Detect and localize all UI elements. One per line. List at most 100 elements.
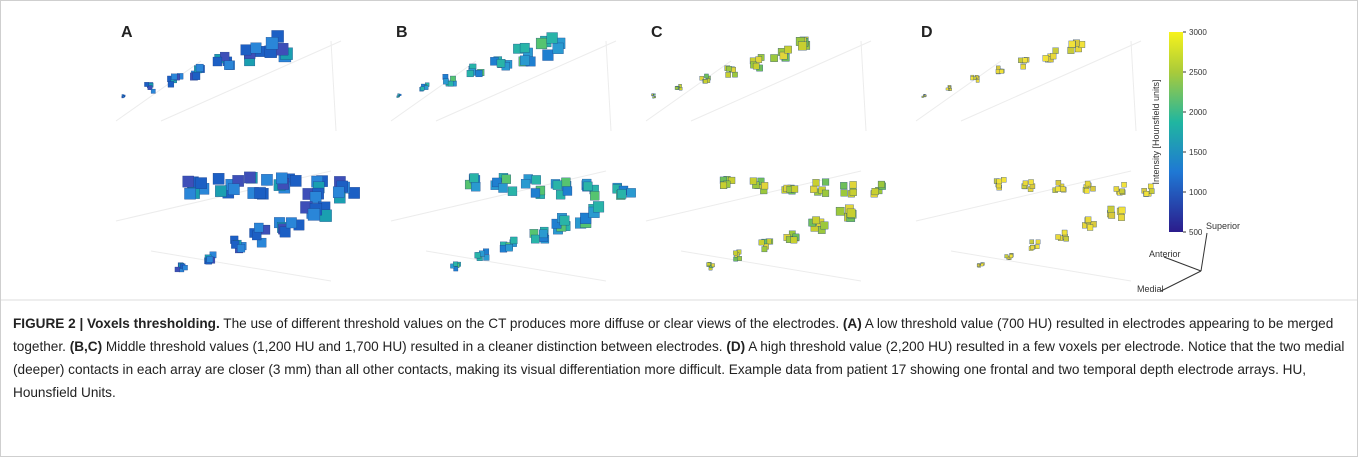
caption: FIGURE 2 | Voxels thresholding. The use … <box>13 312 1347 404</box>
voxel <box>593 201 604 212</box>
voxel <box>547 33 558 44</box>
voxel <box>1144 191 1149 196</box>
voxel <box>168 81 174 87</box>
voxel <box>922 96 924 98</box>
voxel <box>276 173 287 184</box>
caption-text: (B,C) <box>70 339 102 354</box>
voxel <box>653 97 655 99</box>
voxel <box>1090 186 1095 191</box>
voxel <box>810 186 817 193</box>
voxel <box>349 187 360 198</box>
voxel <box>561 178 570 187</box>
voxel <box>471 182 480 191</box>
voxel <box>497 59 505 67</box>
grid-line <box>646 61 731 121</box>
voxel <box>583 182 592 191</box>
voxel <box>726 72 731 77</box>
voxel <box>207 256 213 262</box>
panel-label: D <box>921 24 933 41</box>
voxel <box>1069 41 1076 48</box>
voxel <box>812 217 819 224</box>
voxel <box>1148 184 1153 189</box>
voxel <box>1005 255 1008 258</box>
voxel <box>531 188 540 197</box>
grid-line <box>1131 41 1136 131</box>
voxel <box>946 88 948 90</box>
grid-line <box>391 61 476 121</box>
voxel <box>733 251 737 255</box>
voxel <box>543 50 554 61</box>
orientation-label: Medial <box>1137 284 1164 294</box>
voxel <box>1118 214 1125 221</box>
voxel <box>539 230 547 238</box>
voxel <box>791 186 798 193</box>
voxel <box>679 87 682 90</box>
caption-text: (D) <box>726 339 745 354</box>
voxel <box>1053 48 1059 54</box>
voxel <box>151 89 155 93</box>
voxel <box>443 79 448 84</box>
figure-frame: Intensity [Hounsfield units] Superior An… <box>0 0 1358 457</box>
voxel <box>737 256 741 260</box>
voxel <box>784 46 791 53</box>
voxel <box>171 74 177 80</box>
voxel <box>1023 181 1028 186</box>
voxel <box>1084 188 1089 193</box>
voxel <box>443 74 448 79</box>
voxel <box>536 38 547 49</box>
voxel <box>1001 177 1006 182</box>
voxel <box>753 63 759 69</box>
voxel <box>1030 240 1034 244</box>
voxel <box>652 94 654 96</box>
caption-title: FIGURE 2 | Voxels thresholding. <box>13 316 220 331</box>
grid-line <box>916 61 1001 121</box>
orientation-axes <box>1161 233 1207 291</box>
voxel <box>971 77 974 80</box>
voxel <box>924 95 926 97</box>
grid-line <box>861 41 866 131</box>
figure: Intensity [Hounsfield units] Superior An… <box>1 1 1357 301</box>
panel-label: C <box>651 24 663 41</box>
voxel <box>424 86 428 90</box>
voxel <box>521 179 530 188</box>
panel-label: A <box>121 24 133 41</box>
voxel <box>237 244 245 252</box>
colorbar-tick-label: 3000 <box>1189 28 1207 37</box>
voxel <box>520 43 529 52</box>
voxel <box>675 87 678 90</box>
voxel <box>850 181 857 188</box>
voxel <box>254 223 263 232</box>
colorbar-tick-label: 2000 <box>1189 108 1207 117</box>
voxel <box>878 181 885 188</box>
voxel <box>976 79 979 82</box>
voxel <box>872 188 879 195</box>
voxel <box>1060 187 1065 192</box>
orientation-label: Anterior <box>1149 249 1181 259</box>
grid-line <box>916 171 1131 221</box>
voxel <box>122 96 124 98</box>
voxel <box>502 175 511 184</box>
voxel <box>520 56 529 65</box>
colorbar-tick-label: 2500 <box>1189 68 1207 77</box>
colorbar-tick-label: 500 <box>1189 228 1203 237</box>
voxel <box>841 190 848 197</box>
voxel <box>1043 55 1049 61</box>
voxel <box>144 82 148 86</box>
grid-line <box>606 41 611 131</box>
voxel <box>563 187 572 196</box>
voxel <box>508 187 517 196</box>
voxel <box>1087 225 1093 231</box>
grid-line <box>116 61 201 121</box>
voxel <box>453 262 457 266</box>
voxel <box>761 182 768 189</box>
voxel <box>1035 245 1039 249</box>
voxel <box>290 175 301 186</box>
voxel <box>1119 207 1126 214</box>
voxel <box>704 74 708 78</box>
voxel <box>1022 58 1027 63</box>
voxel <box>193 72 200 79</box>
voxel <box>617 189 626 198</box>
voxel <box>420 87 424 91</box>
voxel <box>266 37 278 49</box>
voxel <box>215 185 226 196</box>
